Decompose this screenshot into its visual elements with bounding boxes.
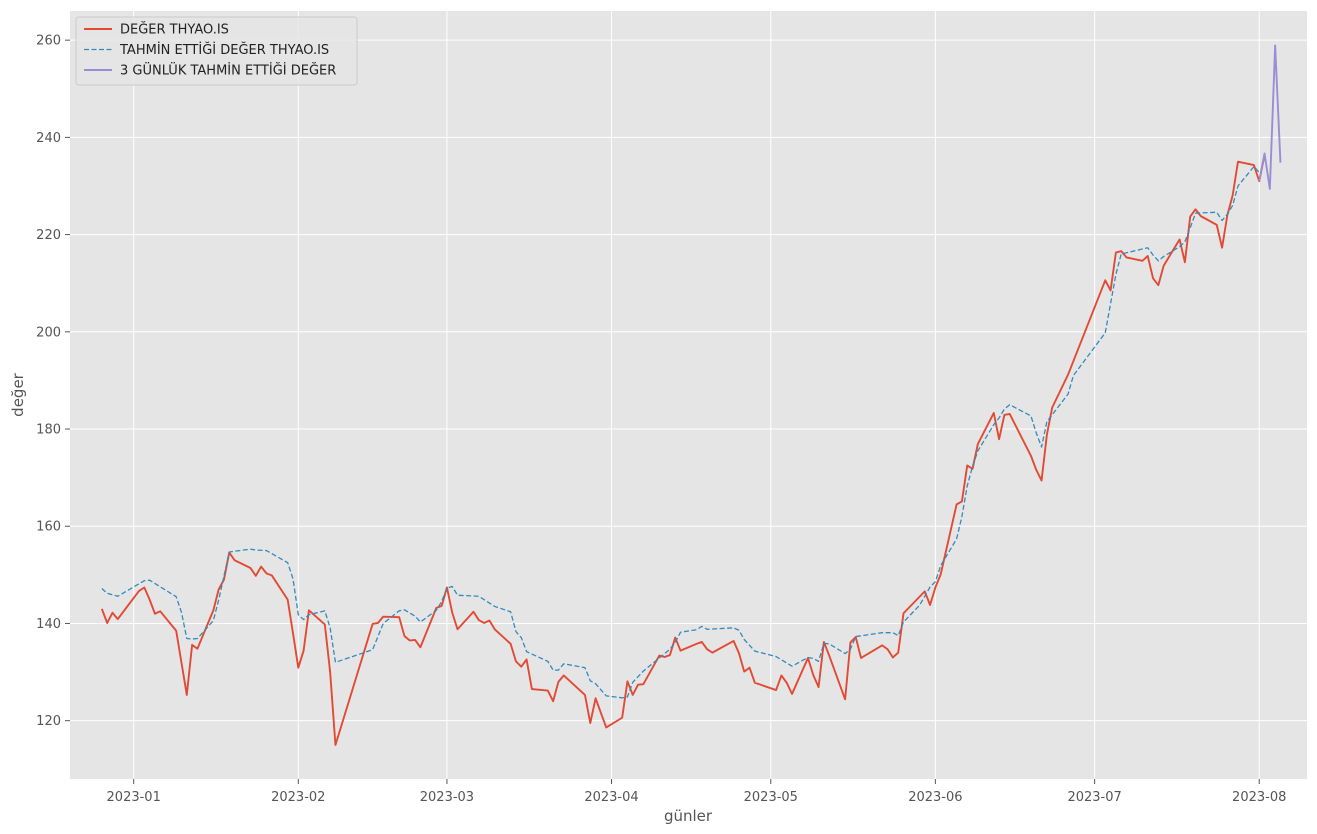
x-axis-label: günler: [664, 807, 713, 825]
legend-label: DEĞER THYAO.IS: [120, 22, 229, 38]
legend-label: TAHMİN ETTİĞİ DEĞER THYAO.IS: [119, 42, 329, 58]
legend-label: 3 GÜNLÜK TAHMİN ETTİĞİ DEĞER: [120, 62, 336, 79]
x-tick-label: 2023-06: [908, 790, 962, 805]
series-line-3: [1258, 44, 1282, 190]
y-tick-label: 260: [36, 34, 61, 49]
x-tick-label: 2023-07: [1067, 790, 1121, 805]
y-tick-label: 200: [36, 325, 61, 340]
series-line-2: [101, 165, 1260, 699]
x-tick-label: 2023-04: [584, 790, 638, 805]
y-tick-label: 160: [36, 520, 61, 535]
y-tick-label: 220: [36, 228, 61, 243]
x-tick-label: 2023-01: [107, 790, 161, 805]
y-tick-label: 240: [36, 131, 61, 146]
y-axis-label: değer: [9, 372, 27, 417]
grid: [70, 11, 1307, 779]
y-axis-ticks: 120 140 160 180 200 220 240 260: [36, 34, 70, 729]
y-tick-label: 140: [36, 617, 61, 632]
x-tick-label: 2023-02: [271, 790, 325, 805]
legend-box: [75, 16, 358, 86]
y-tick-label: 180: [36, 423, 61, 438]
x-tick-label: 2023-03: [420, 790, 474, 805]
y-tick-label: 120: [36, 714, 61, 729]
x-tick-label: 2023-08: [1232, 790, 1286, 805]
x-axis-ticks: 2023-01 2023-02 2023-03 2023-04 2023-05 2023-…: [107, 779, 1286, 805]
x-tick-label: 2023-05: [744, 790, 798, 805]
plot-background: [70, 11, 1307, 779]
series-layer: [100, 44, 1282, 746]
legend: DEĞER THYAO.IS TAHMİN ETTİĞİ DEĞER THYAO.…: [75, 16, 358, 86]
